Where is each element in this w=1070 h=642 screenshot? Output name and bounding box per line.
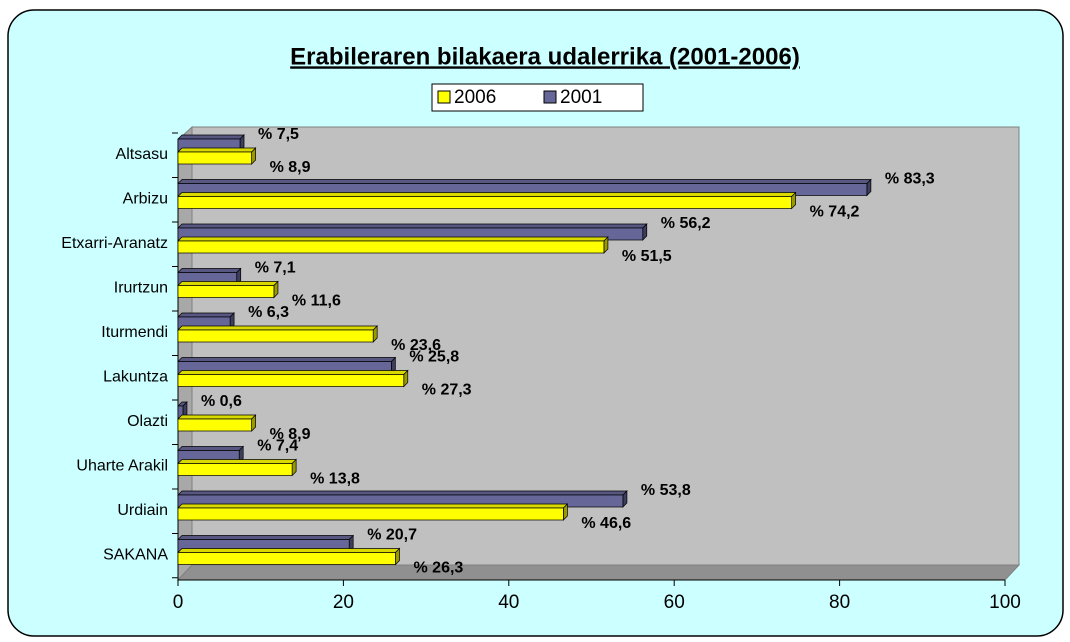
bar-top xyxy=(177,357,397,362)
data-label: % 53,8 xyxy=(641,482,691,499)
data-label: % 8,9 xyxy=(270,426,311,443)
data-label: % 7,1 xyxy=(255,260,296,277)
bar xyxy=(177,329,374,343)
bar-top xyxy=(177,236,609,242)
x-tick-label: 100 xyxy=(989,592,1021,613)
y-tick-label: Uharte Arakil xyxy=(76,458,168,475)
bar-top xyxy=(177,268,242,273)
bar xyxy=(177,285,275,298)
data-label: % 7,5 xyxy=(258,126,299,143)
bar-top xyxy=(177,459,297,464)
legend-label: 2006 xyxy=(454,87,496,108)
bar-top xyxy=(177,179,872,184)
legend-swatch xyxy=(543,90,557,104)
bar-top xyxy=(177,503,569,509)
bar xyxy=(177,463,293,476)
bar-top xyxy=(177,325,379,331)
bar-top xyxy=(177,223,648,229)
floor xyxy=(176,564,1021,581)
data-label: % 25,8 xyxy=(409,349,459,366)
bar-top xyxy=(177,446,245,451)
bar xyxy=(177,151,252,165)
bar xyxy=(177,418,252,432)
y-tick-label: Urdiain xyxy=(117,502,168,519)
data-label: % 26,3 xyxy=(414,560,464,577)
x-tick-label: 60 xyxy=(664,592,685,613)
bar-top xyxy=(177,312,235,318)
data-label: % 27,3 xyxy=(422,382,472,399)
data-label: % 8,9 xyxy=(270,159,311,176)
data-label: % 74,2 xyxy=(810,204,860,221)
bar-top xyxy=(177,490,628,496)
chart-title: Erabileraren bilakaera udalerrika (2001-… xyxy=(290,43,800,70)
data-label: % 56,2 xyxy=(661,215,711,232)
bar-top xyxy=(177,414,257,420)
bar-top xyxy=(177,548,401,553)
y-tick-label: Iturmendi xyxy=(101,324,168,341)
bar-top xyxy=(177,134,245,140)
bar xyxy=(177,507,564,521)
bar-top xyxy=(177,147,257,153)
data-label: % 13,8 xyxy=(310,471,360,488)
x-tick-label: 40 xyxy=(498,592,519,613)
legend-swatch xyxy=(437,90,451,104)
legend-label: 2001 xyxy=(560,87,602,108)
data-label: % 46,6 xyxy=(581,515,631,532)
bar-top xyxy=(177,535,355,540)
x-tick-label: 0 xyxy=(173,592,184,613)
bar xyxy=(177,374,405,387)
x-tick-label: 20 xyxy=(333,592,354,613)
bar xyxy=(177,240,605,254)
y-tick-label: Olazti xyxy=(127,413,168,430)
bar xyxy=(177,552,396,565)
bar-top xyxy=(177,370,409,375)
y-tick-label: Lakuntza xyxy=(103,369,168,386)
y-tick-label: Arbizu xyxy=(123,191,168,208)
bar xyxy=(177,196,792,209)
y-tick-label: Irurtzun xyxy=(114,280,168,297)
data-label: % 20,7 xyxy=(367,527,417,544)
legend-box xyxy=(431,83,644,112)
data-label: % 23,6 xyxy=(391,337,441,354)
data-label: % 6,3 xyxy=(248,304,289,321)
data-label: % 11,6 xyxy=(292,293,341,310)
data-label: % 7,4 xyxy=(257,438,298,455)
bar-top xyxy=(177,192,797,197)
bar-top xyxy=(177,281,279,286)
data-label: % 83,3 xyxy=(885,171,935,188)
y-tick-label: Etxarri-Aranatz xyxy=(61,235,168,252)
y-tick-label: SAKANA xyxy=(103,547,168,564)
x-tick-label: 80 xyxy=(829,592,850,613)
data-label: % 0,6 xyxy=(201,393,242,410)
data-label: % 51,5 xyxy=(622,248,672,265)
y-tick-label: Altsasu xyxy=(116,146,168,163)
